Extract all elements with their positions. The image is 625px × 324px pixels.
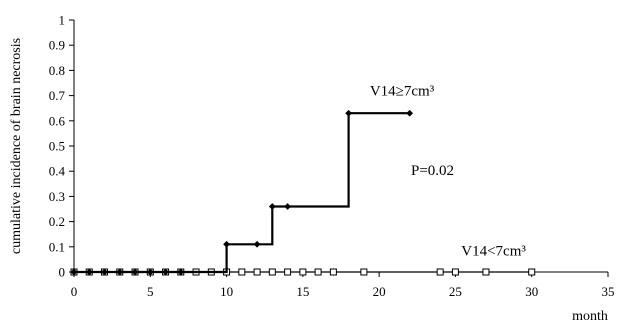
- data-point-diamond: [406, 109, 414, 117]
- y-tick-label: 0.9: [49, 38, 65, 53]
- y-tick-label: 0.7: [49, 88, 66, 103]
- data-point-square: [314, 268, 322, 276]
- annotation-label-low: V14<7cm³: [461, 244, 526, 260]
- data-point-square: [329, 268, 337, 276]
- y-tick-label: 0.8: [49, 63, 65, 78]
- y-tick-label: 0.4: [49, 164, 66, 179]
- data-point-diamond: [345, 109, 353, 117]
- data-point-diamond: [116, 268, 124, 276]
- axes: 00.10.20.30.40.50.60.70.80.910 5 10 15 20 25 3…: [49, 13, 615, 300]
- x-tick-label: 30: [525, 284, 538, 299]
- data-point-square: [253, 268, 261, 276]
- series-line: [74, 112, 410, 274]
- annotations: V14≥7cm³ P=0.02 V14<7cm³: [370, 84, 527, 260]
- data-point-diamond: [70, 268, 78, 276]
- data-point-diamond: [223, 240, 230, 248]
- data-point-square: [238, 268, 246, 276]
- x-axis-title: month: [572, 309, 608, 324]
- x-tick-label: 10: [220, 284, 233, 299]
- data-point-square: [451, 268, 459, 276]
- y-tick-label: 0.1: [49, 239, 65, 254]
- x-tick-label: 0: [71, 284, 78, 299]
- y-tick-label: 0.6: [49, 113, 66, 128]
- x-tick-label: 5: [147, 284, 154, 299]
- data-point-diamond: [284, 203, 291, 210]
- data-point-diamond: [253, 240, 261, 248]
- annotation-p-value: P=0.02: [411, 163, 454, 179]
- data-point-square: [360, 268, 368, 276]
- data-point-diamond: [146, 268, 154, 276]
- annotation-label-high: V14≥7cm³: [370, 84, 435, 100]
- y-tick-label: 0.3: [49, 189, 65, 204]
- y-tick-label: 0: [59, 265, 66, 280]
- x-tick-label: 15: [296, 284, 309, 299]
- y-axis-title: cumulative incidence of brain necrosis: [9, 38, 24, 254]
- data-point-square: [482, 268, 490, 276]
- data-point-diamond: [85, 268, 93, 276]
- data-point-square: [268, 268, 276, 276]
- data-point-diamond: [162, 268, 169, 276]
- series-layer: [70, 109, 536, 276]
- data-point-diamond: [268, 203, 276, 210]
- data-point-diamond: [177, 268, 185, 276]
- data-point-square: [299, 268, 307, 276]
- y-tick-label: 0.5: [49, 139, 65, 154]
- data-point-diamond: [101, 268, 108, 276]
- y-tick-label: 1: [59, 13, 66, 28]
- data-point-square: [284, 268, 292, 276]
- data-point-diamond: [131, 268, 139, 276]
- data-point-square: [436, 268, 444, 276]
- data-point-square: [528, 268, 536, 276]
- x-tick-label: 25: [449, 284, 462, 299]
- x-tick-label: 35: [602, 284, 615, 299]
- y-tick-label: 0.2: [49, 214, 65, 229]
- x-tick-label: 20: [373, 284, 386, 299]
